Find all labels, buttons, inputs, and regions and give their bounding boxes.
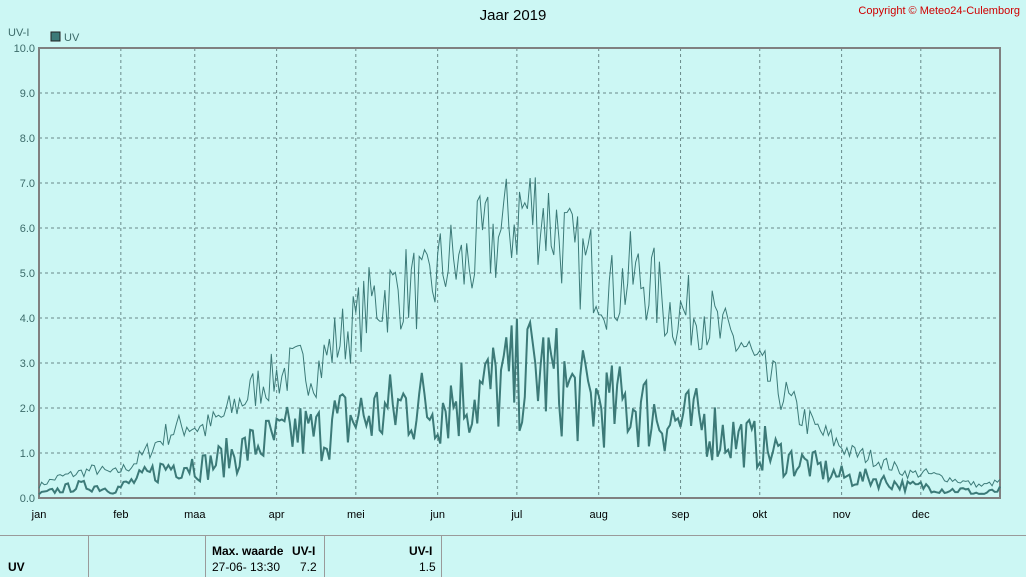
x-tick-label-aug: aug [590, 509, 608, 521]
avg-value: 1.5 [419, 560, 436, 574]
max-value: 7.2 [300, 560, 317, 574]
y-tick-label: 1.0 [20, 448, 35, 460]
summary-footer: UV Max. waarde UV-I 27-06- 13:30 7.2 UV-… [0, 535, 1026, 577]
y-tick-label: 3.0 [20, 358, 35, 370]
y-tick-label: 6.0 [20, 223, 35, 235]
x-tick-label-mei: mei [347, 509, 365, 521]
footer-max-cell: Max. waarde UV-I 27-06- 13:30 7.2 [206, 536, 325, 577]
y-tick-label: 8.0 [20, 133, 35, 145]
footer-empty-cell [89, 536, 206, 577]
legend-swatch [50, 31, 61, 42]
y-tick-label: 0.0 [20, 493, 35, 505]
x-tick-label-feb: feb [113, 509, 128, 521]
x-tick-label-sep: sep [672, 509, 690, 521]
max-header: Max. waarde [212, 544, 284, 558]
series-line-daily-mean [38, 318, 1001, 496]
series-line-daily-max [38, 177, 1001, 489]
max-unit-header: UV-I [292, 544, 316, 558]
x-tick-label-okt: okt [752, 509, 767, 521]
x-tick-label-nov: nov [833, 509, 851, 521]
footer-row-label: UV [8, 560, 25, 574]
chart-title: Jaar 2019 [480, 7, 547, 24]
y-tick-label: 10.0 [14, 43, 35, 55]
avg-unit-header: UV-I [409, 544, 433, 558]
y-tick-labels: 0.0 1.0 2.0 3.0 4.0 5.0 6.0 7.0 8.0 9.0 10.0 [14, 43, 35, 505]
x-tick-label-dec: dec [912, 509, 930, 521]
y-axis-label: UV-I [8, 27, 29, 39]
x-tick-labels: jan feb maa apr mei jun jul aug sep okt nov dec [31, 509, 931, 521]
y-tick-label: 5.0 [20, 268, 35, 280]
copyright-text: Copyright © Meteo24-Culemborg [858, 5, 1020, 17]
footer-label-cell: UV [0, 536, 89, 577]
max-date: 27-06- [212, 560, 247, 574]
max-time: 13:30 [250, 560, 281, 574]
legend-label: UV [64, 32, 80, 44]
y-tick-label: 4.0 [20, 313, 35, 325]
x-tick-label-maa: maa [184, 509, 206, 521]
y-tick-label: 7.0 [20, 178, 35, 190]
x-tick-label-jun: jun [429, 509, 445, 521]
plot-area [38, 47, 1001, 499]
y-tick-label: 9.0 [20, 88, 35, 100]
uv-year-chart: 0.0 1.0 2.0 3.0 4.0 5.0 6.0 7.0 8.0 9.0 10.0 jan fe… [8, 7, 1001, 521]
series-layer [38, 177, 1001, 496]
x-tick-label-apr: apr [269, 509, 285, 521]
footer-avg-cell: UV-I 1.5 [325, 536, 442, 577]
x-tick-label-jan: jan [31, 509, 47, 521]
x-tick-label-jul: jul [510, 509, 522, 521]
y-tick-label: 2.0 [20, 403, 35, 415]
